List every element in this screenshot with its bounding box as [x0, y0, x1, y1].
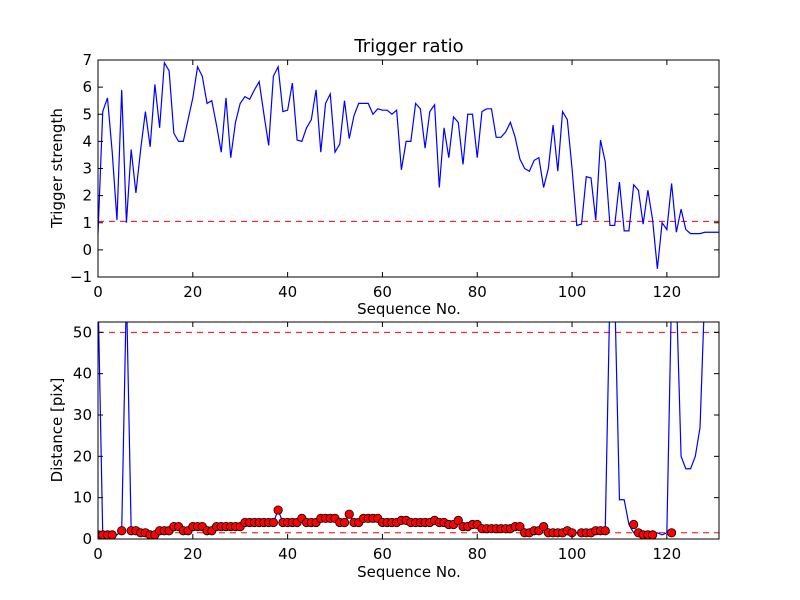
y-tick-label: 50: [73, 323, 92, 341]
data-point-marker: [648, 530, 658, 539]
series-line-top-0: [98, 60, 719, 269]
y-tick-label: 0: [82, 241, 92, 259]
y-tick-label: 5: [82, 105, 92, 123]
y-tick-label: 4: [82, 132, 92, 150]
x-tick-label: 100: [558, 283, 587, 301]
y-tick-label: 7: [82, 51, 92, 69]
x-tick-label: 40: [278, 545, 297, 563]
x-tick-label: 80: [468, 283, 487, 301]
data-point-marker: [117, 526, 127, 536]
x-tick-label: 0: [93, 283, 103, 301]
data-point-marker: [600, 526, 610, 536]
y-axis-label-bottom: Distance [pix]: [48, 378, 66, 483]
plot-area-bottom: [98, 322, 719, 539]
x-tick-label: 80: [468, 545, 487, 563]
data-point-marker: [339, 517, 350, 528]
data-point-marker: [107, 530, 117, 539]
plot-frame-bottom: [97, 321, 720, 540]
x-tick-label: 20: [183, 545, 202, 563]
x-tick-label: 100: [558, 545, 587, 563]
x-tick-label: 20: [183, 283, 202, 301]
y-tick-label: 30: [73, 406, 92, 424]
y-axis-label-top: Trigger strength: [48, 108, 66, 229]
data-point-marker: [344, 509, 354, 519]
data-point-marker: [539, 521, 549, 532]
x-tick-label: 40: [278, 283, 297, 301]
y-tick-label: 6: [82, 78, 92, 96]
y-tick-label: −1: [70, 268, 92, 286]
x-tick-label: 0: [93, 545, 103, 563]
data-point-marker: [666, 528, 677, 538]
y-tick-label: 2: [82, 187, 92, 205]
y-tick-label: 3: [82, 160, 92, 178]
data-point-marker: [273, 505, 283, 515]
data-point-marker: [515, 521, 525, 532]
y-tick-label: 10: [73, 489, 92, 507]
data-point-marker: [453, 515, 463, 526]
x-tick-label: 60: [373, 545, 392, 563]
plot-area-top: [98, 60, 719, 277]
x-axis-label-bottom: Sequence No.: [357, 563, 461, 581]
y-tick-label: 0: [82, 530, 92, 548]
x-tick-label: 60: [373, 283, 392, 301]
y-tick-label: 1: [82, 214, 92, 232]
x-tick-label: 120: [653, 283, 682, 301]
chart-title: Trigger ratio: [353, 36, 463, 57]
y-tick-label: 20: [73, 447, 92, 465]
data-point-marker: [268, 517, 278, 528]
x-axis-label-top: Sequence No.: [357, 300, 461, 318]
x-tick-label: 120: [653, 545, 682, 563]
trigger-ratio-panel: Trigger ratio 0 20 40 60 80 100 120−101234567 …: [48, 36, 720, 318]
y-tick-label: 40: [73, 365, 92, 383]
data-point-marker: [629, 519, 639, 530]
